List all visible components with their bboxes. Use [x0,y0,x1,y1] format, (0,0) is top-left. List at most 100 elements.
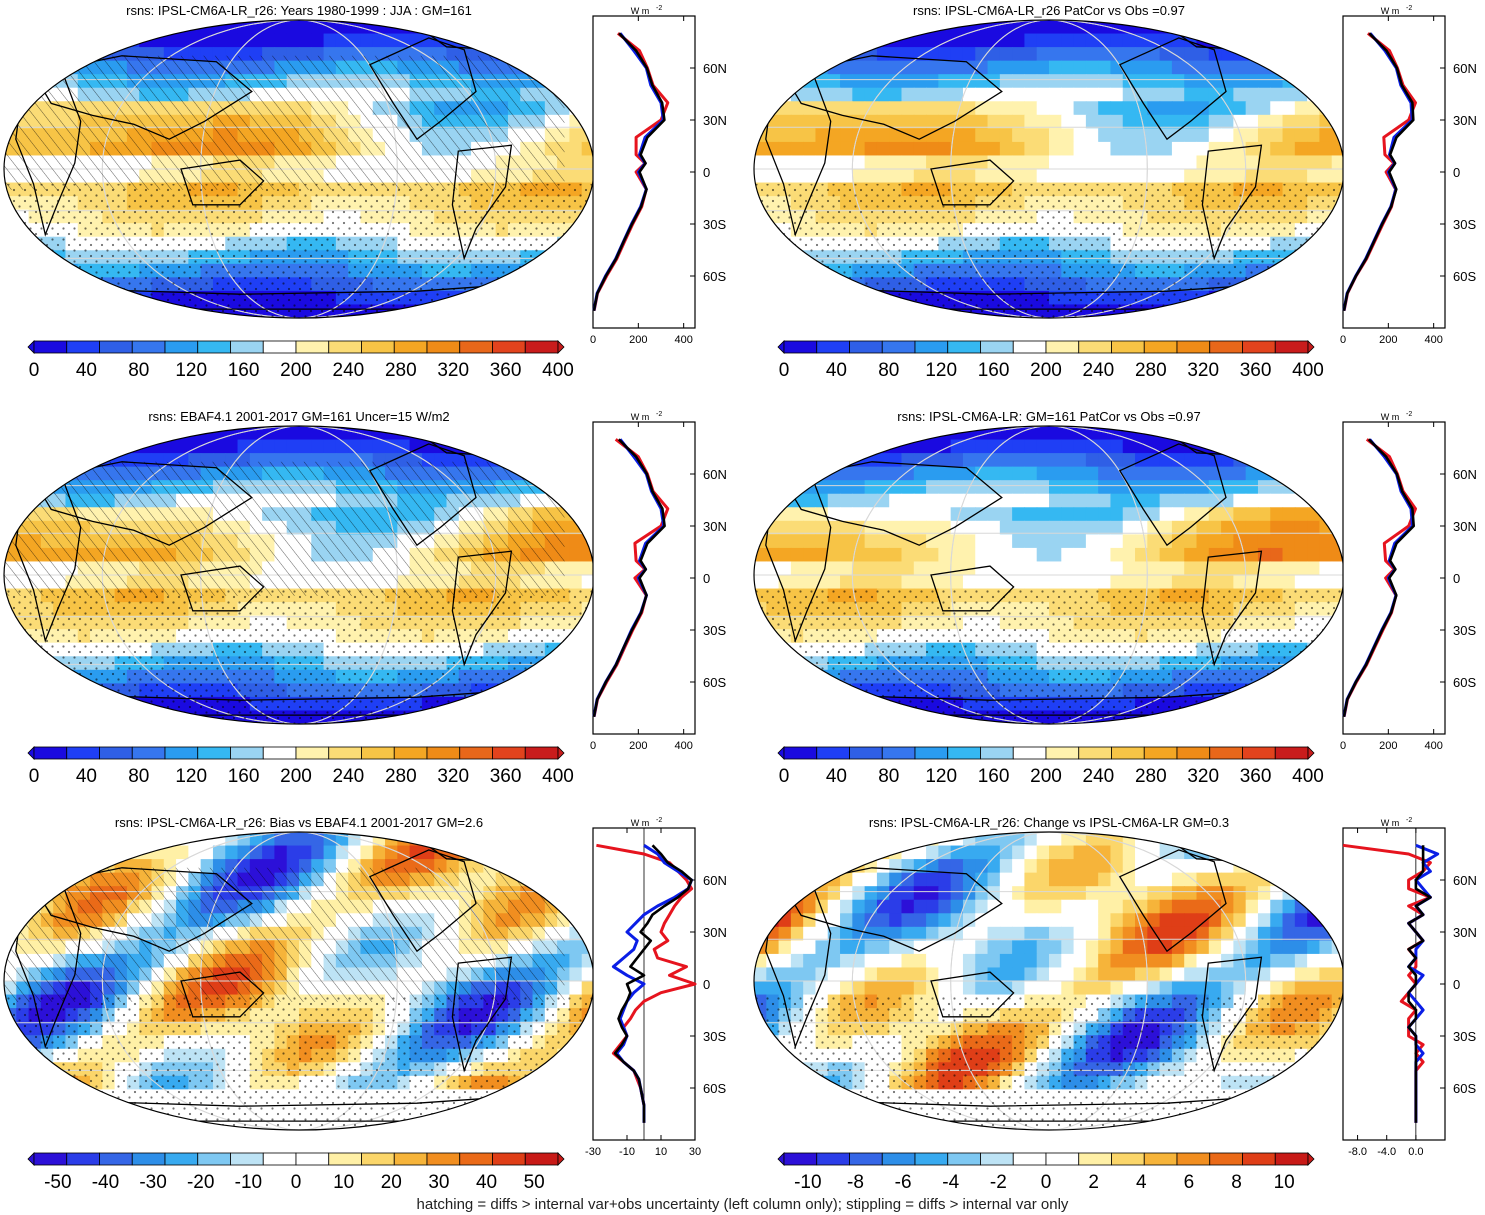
figure-footer: hatching = diffs > internal var+obs unce… [416,1196,1069,1213]
panel-title: rsns: IPSL-CM6A-LR_r26 PatCor vs Obs =0.… [913,3,1185,18]
colorbar-tick-label: 160 [978,766,1010,787]
zonal-mean-plot: W m -2 -8.0 -4.0 0.0 60N 30N 0 30S 60S [1342,817,1477,1158]
zonal-mean-lat-label: 60S [703,675,726,690]
zonal-mean-unit: W m [631,818,650,828]
colorbar-swatch [783,746,818,760]
colorbar-tick-label: 50 [524,1172,545,1193]
colorbar-tick-label: 280 [385,360,417,381]
zonal-mean-lat-label: 30S [703,217,726,232]
zonal-mean-frame [592,15,696,329]
colorbar-tick-label: 400 [542,360,574,381]
colorbar-swatch [197,746,231,760]
zonal-mean-xtick-label: 0 [590,334,596,346]
zonal-mean-frame [1342,15,1446,329]
zonal-mean-plot: W m -2 0 200 400 60N 30N 0 30S 60S [1340,411,1477,752]
colorbar-swatch [947,340,981,354]
zonal-mean-lat-label: 0 [703,977,710,992]
zonal-mean-xtick-label: 0 [1340,740,1346,752]
colorbar-tick-label: 80 [878,766,899,787]
colorbar-swatch [328,1152,362,1166]
colorbar-swatch [980,1152,1014,1166]
zonal-mean-lat-label: 0 [1453,571,1460,586]
colorbar-swatch [459,340,493,354]
zonal-mean-lat-label: 60N [703,61,727,76]
zonal-mean-lat-label: 60N [703,467,727,482]
colorbar-swatch [99,1152,133,1166]
colorbar-arrow-high [1307,746,1315,760]
colorbar-swatch [295,340,330,354]
zonal-mean-lat-label: 60S [1453,1081,1476,1096]
colorbar-arrow-low [27,340,35,354]
colorbar-tick-label: 120 [175,766,207,787]
colorbar-tick-label: 240 [1083,360,1115,381]
colorbar-tick-label: 80 [128,360,149,381]
colorbar: 0 40 80 120 160 200 240 280 320 360 400 [27,746,574,787]
zonal-mean-lat-label: 30S [1453,1029,1476,1044]
zonal-mean-lat-label: 30N [1453,925,1477,940]
colorbar-swatch [1209,746,1243,760]
colorbar-tick-label: 40 [76,766,97,787]
colorbar-swatch [1242,1152,1276,1166]
zonal-mean-lat-label: 30N [1453,113,1477,128]
zonal-mean-xtick-label: 0.0 [1408,1146,1423,1158]
colorbar: -50 -40 -30 -20 -10 0 10 20 30 40 50 [27,1152,565,1193]
colorbar-tick-label: 360 [490,360,522,381]
zonal-mean-line-black [592,32,666,311]
colorbar-swatch [1274,1152,1309,1166]
colorbar-swatch [393,340,428,354]
colorbar-swatch [1242,340,1276,354]
colorbar-tick-label: -30 [139,1172,166,1193]
colorbar-swatch [816,746,850,760]
colorbar-swatch [197,1152,231,1166]
colorbar-arrow-low [27,746,35,760]
colorbar-tick-label: 280 [1135,360,1167,381]
zonal-mean-lat-label: 30N [703,925,727,940]
colorbar-swatch [426,340,461,354]
colorbar-swatch [1045,1152,1080,1166]
colorbar-swatch [816,340,850,354]
colorbar-swatch [1012,1152,1047,1166]
zonal-mean-unit-exponent: -2 [1406,411,1412,418]
zonal-mean-unit-exponent: -2 [656,817,662,824]
colorbar-swatch [914,1152,949,1166]
colorbar-swatch [1209,1152,1243,1166]
colorbar: -10 -8 -6 -4 -2 0 2 4 6 8 10 [777,1152,1315,1193]
colorbar-swatch [1143,1152,1178,1166]
colorbar-tick-label: 8 [1231,1172,1242,1193]
colorbar-swatch [1111,746,1145,760]
colorbar-tick-label: -10 [794,1172,821,1193]
colorbar-swatch [524,340,559,354]
colorbar-arrow-high [1307,1152,1315,1166]
colorbar-tick-label: 80 [878,360,899,381]
zonal-mean-xtick-label: -30 [585,1146,601,1158]
zonal-mean-xtick-label: -10 [619,1146,635,1158]
colorbar-swatch [1242,746,1276,760]
colorbar: 0 40 80 120 160 200 240 280 320 360 400 [27,340,574,381]
colorbar-tick-label: 400 [1292,360,1324,381]
zonal-mean-plot: W m -2 -30 -10 10 30 60N 30N 0 30S 60S [585,817,727,1158]
zonal-mean-frame [592,421,696,735]
zonal-mean-unit: W m [1381,818,1400,828]
panel-5: rsns: IPSL-CM6A-LR_r26: Bias vs EBAF4.1 … [3,815,727,1193]
zonal-mean-lat-label: 60S [703,269,726,284]
zonal-mean-unit-exponent: -2 [656,5,662,12]
zonal-mean-lat-label: 30N [1453,519,1477,534]
colorbar-swatch [881,1152,916,1166]
zonal-mean-xtick-label: 200 [629,740,647,752]
colorbar-tick-label: 320 [437,360,469,381]
zonal-mean-lat-label: 30S [1453,217,1476,232]
colorbar-tick-label: 360 [490,766,522,787]
colorbar-tick-label: -2 [990,1172,1007,1193]
colorbar-swatch [849,746,883,760]
colorbar-tick-label: 240 [1083,766,1115,787]
colorbar-swatch [524,746,559,760]
colorbar-swatch [295,1152,330,1166]
zonal-mean-plot: W m -2 0 200 400 60N 30N 0 30S 60S [590,411,727,752]
map [4,832,594,1130]
zonal-mean-lat-label: 30S [1453,623,1476,638]
colorbar-arrow-high [557,1152,565,1166]
colorbar-tick-label: 200 [1030,766,1062,787]
panel-title: rsns: IPSL-CM6A-LR: GM=161 PatCor vs Obs… [897,409,1200,424]
colorbar-swatch [1012,340,1047,354]
colorbar-swatch [230,1152,264,1166]
